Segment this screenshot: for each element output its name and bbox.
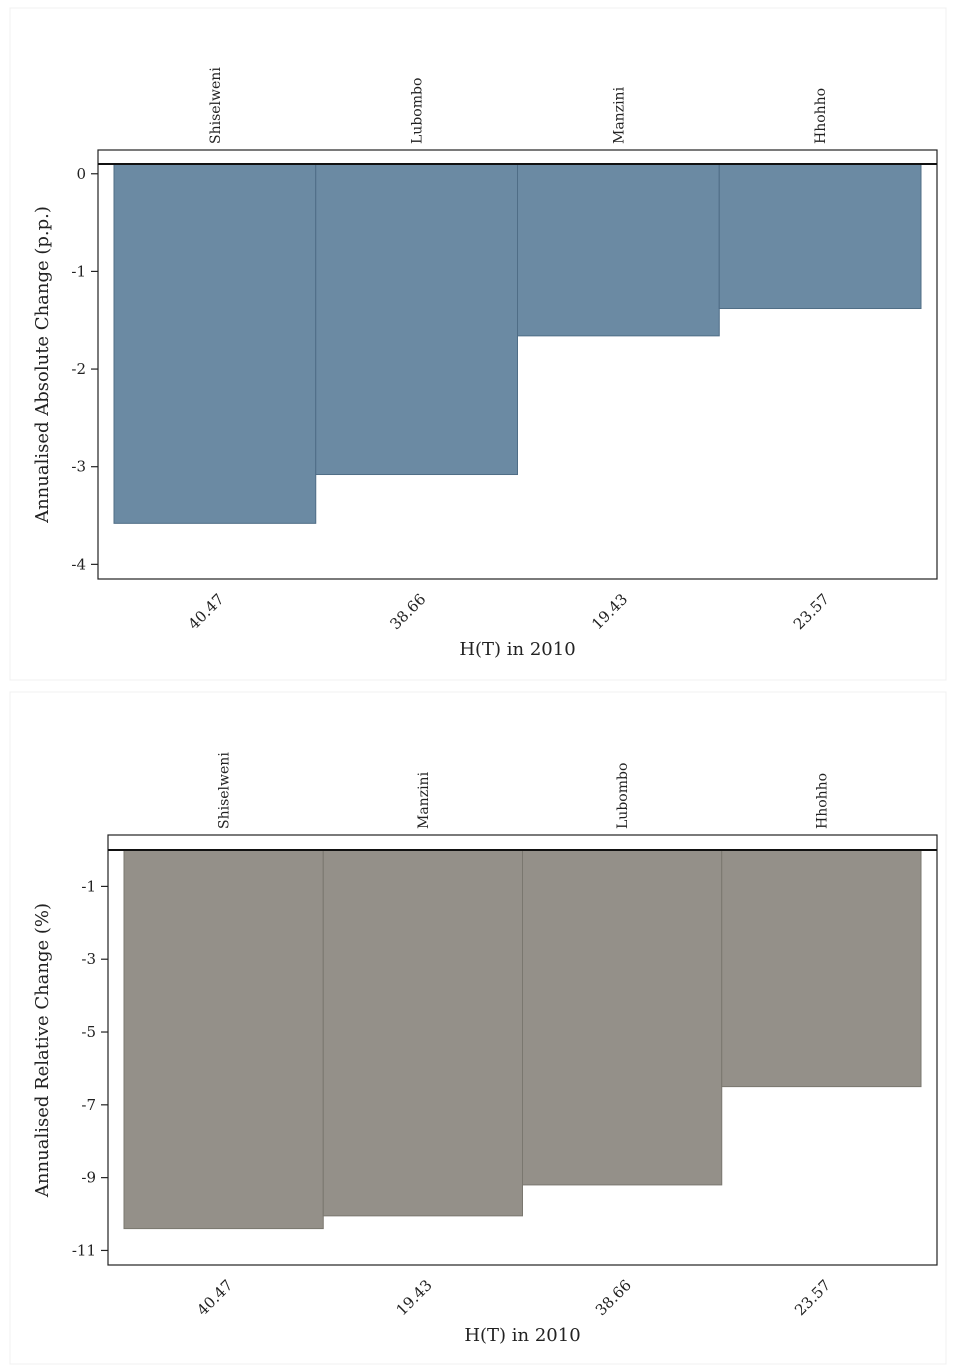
panel-relative-change: -1-3-5-7-9-11 40.47 19.43 38.66 23.57 Shise… [9, 691, 947, 1365]
bar-lubombo [522, 849, 723, 1186]
bars-group [123, 849, 922, 1230]
y-tick-label: -11 [72, 1241, 96, 1259]
y-tick-label: -5 [81, 1023, 96, 1041]
y-axis-title: Annualised Relative Change (%) [32, 903, 53, 1198]
y-tick-label: -3 [81, 950, 96, 968]
bar-manzini [517, 163, 720, 337]
region-label-manzini: Manzini [416, 771, 432, 829]
region-label-hhohho: Hhohho [814, 773, 830, 829]
region-label-hhohho: Hhohho [813, 88, 829, 144]
y-axis: -1 -3 -5 -7 -9 -11 [72, 877, 108, 1259]
bar-shiselweni [123, 849, 324, 1230]
y-tick-label: -1 [81, 877, 96, 895]
region-label-lubombo: Lubombo [615, 763, 631, 829]
bar-hhohho [721, 849, 922, 1088]
bar-lubombo [315, 163, 518, 476]
plot-frame [107, 834, 938, 1266]
bar-shiselweni [113, 163, 317, 524]
y-tick-label: -3 [71, 458, 86, 476]
y-axis: 0 -1 -2 -3 -4 [71, 165, 98, 573]
region-label-manzini: Manzini [611, 86, 627, 144]
y-tick-label: -9 [81, 1169, 96, 1187]
plot-frame [97, 149, 938, 580]
category-labels: Shiselweni Manzini Lubombo Hhohho [217, 752, 831, 829]
y-tick-label: 0 [76, 165, 86, 183]
panel-absolute-change: 0-1-2-3-4 40.47 38.66 19.43 23.57 Shiselwen… [9, 7, 947, 681]
x-axis-title: H(T) in 2010 [464, 1325, 580, 1346]
region-label-lubombo: Lubombo [410, 78, 426, 144]
bars-group [113, 163, 922, 524]
y-tick-label: -4 [71, 555, 86, 573]
region-label-shiselweni: Shiselweni [217, 752, 233, 829]
y-axis-title: Annualised Absolute Change (p.p.) [32, 206, 53, 524]
x-axis-title: H(T) in 2010 [459, 639, 575, 660]
y-tick-label: -1 [71, 262, 86, 280]
category-labels: Shiselweni Lubombo Manzini Hhohho [208, 67, 829, 144]
bar-manzini [322, 849, 523, 1217]
bar-hhohho [718, 163, 922, 310]
region-label-shiselweni: Shiselweni [208, 67, 224, 144]
y-tick-label: -2 [71, 360, 86, 378]
y-tick-label: -7 [81, 1096, 96, 1114]
